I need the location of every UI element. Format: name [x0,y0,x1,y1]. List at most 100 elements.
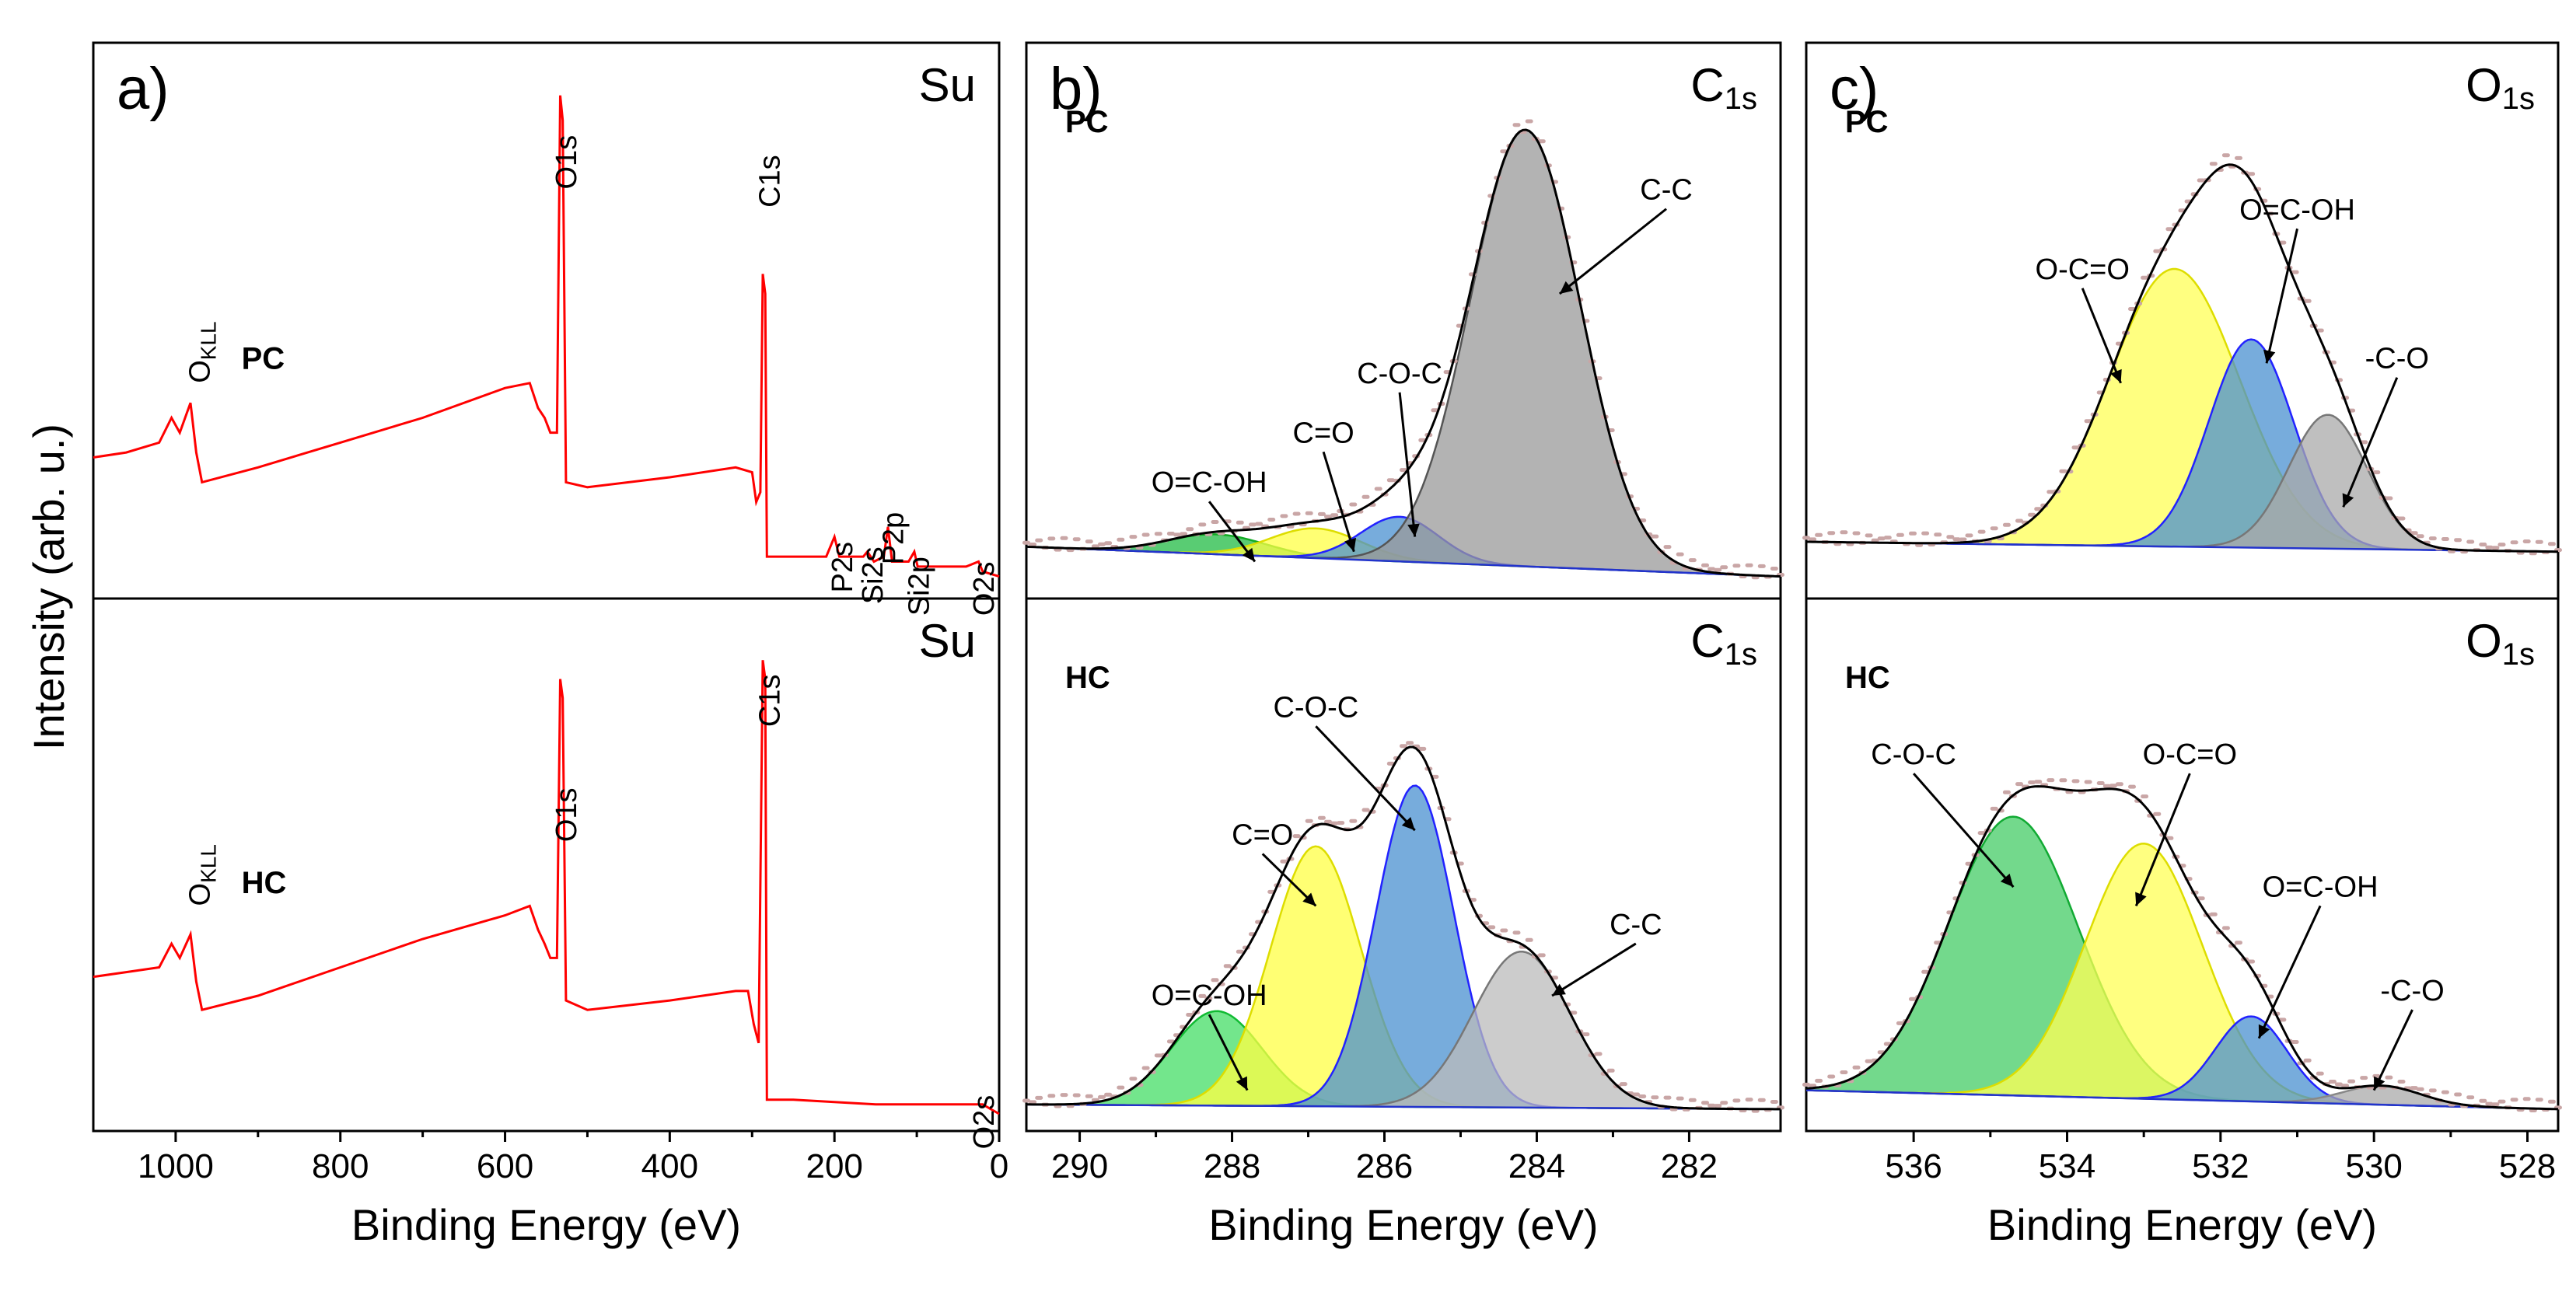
corner-label: Su [919,615,976,667]
corner-label: Su [919,59,976,111]
peak-label: Si2s [857,546,890,604]
component-arrow [1558,208,1667,295]
x-tick-label: 532 [2192,1147,2249,1185]
y-axis-label: Intensity (arb. u.) [24,424,73,750]
component-label: C=O [1232,819,1293,851]
component-arrow [2372,1009,2413,1091]
corner-label: O1s [2466,615,2535,672]
component-arrow [1208,1014,1249,1091]
panel-frame [1805,41,2560,1133]
peak-label: C1s [754,675,787,728]
x-tick-label: 800 [312,1147,369,1185]
corner-label-sub: 1s [1725,637,1757,672]
component-label: C=O [1293,417,1354,449]
component-peak-fill [1026,785,1781,1109]
component-arrow [1398,392,1417,537]
component-arrow-head [2342,493,2354,508]
corner-label-main: O [2466,59,2502,111]
x-tick-label: 530 [2345,1147,2402,1185]
x-tick-label: 1000 [138,1147,214,1185]
component-arrow-head [2374,1076,2386,1091]
component-arrow-head [1344,537,1357,552]
sample-label: HC [1845,661,1890,695]
corner-label: O1s [2466,59,2535,116]
corner-label-main: Su [919,615,976,667]
component-peak-fill [1026,130,1781,577]
subplot-hc: Su HC O1s C1s O2s OKLL [93,615,1001,1149]
x-tick-label: 534 [2039,1147,2095,1185]
component-arrow-head [2135,892,2147,906]
component-peak-fill [1806,269,2558,552]
component-label: O=C-OH [2263,871,2379,903]
fit-envelope-line [1026,128,1781,578]
x-tick-label: 600 [477,1147,533,1185]
component-arrow-head [2000,873,2014,888]
component-label: O-C=O [2036,253,2130,286]
corner-label-main: O [2466,615,2502,667]
component-peak-fill [1806,1016,2558,1109]
auger-label-main: O [184,360,217,383]
component-arrow [2265,228,2298,364]
component-label: -C-O [2380,975,2444,1007]
subplot-hc: C1s HC O=C-OH C=O C-O-C C-C [1022,615,1784,1113]
fit-envelope-line [1026,745,1781,1111]
component-arrow-head [1401,817,1415,831]
sample-label: HC [242,866,287,900]
x-tick-label: 400 [641,1147,698,1185]
component-label: -C-O [2365,343,2429,375]
corner-label-sub: 1s [2502,637,2535,672]
panel-letter: a) [117,56,170,122]
peak-label: P2p [877,512,910,565]
corner-label-main: C [1690,615,1724,667]
component-label: C-O-C [1273,691,1358,724]
x-tick-label: 288 [1204,1147,1260,1185]
component-label: C-O-C [1871,738,1956,771]
survey-spectrum-line [93,660,1000,1115]
subplot-pc: C1s PC O=C-OH C=OC-O-C C-C [1022,59,1784,580]
component-label: O=C-OH [1152,466,1267,499]
component-label: O-C=O [2143,738,2237,771]
component-arrow-head [2263,349,2276,364]
auger-label-main: O [184,883,217,906]
component-arrow-head [1407,523,1420,537]
x-axis-label: Binding Energy (eV) [351,1200,741,1249]
fit-baseline [1026,1103,1781,1111]
sample-label: HC [1065,661,1110,695]
panel-frame [92,41,1001,1133]
peak-label: O1s [551,135,583,190]
x-tick-label: 536 [1885,1147,1942,1185]
survey-spectrum-line [93,95,1000,578]
sample-label: PC [242,342,285,376]
component-arrow-head [2110,368,2122,383]
auger-label: OKLL [184,321,221,382]
component-label: C-C [1610,909,1662,941]
component-arrow [1913,773,2015,888]
component-arrow-head [2258,1024,2270,1038]
component-label: C-O-C [1357,358,1442,390]
component-arrow [1322,451,1355,553]
corner-label: C1s [1690,615,1757,672]
component-arrow-head [1242,547,1255,562]
fit-envelope-line [1806,163,2558,553]
corner-label-sub: 1s [1725,82,1757,116]
panel-letter: c) [1830,56,1879,122]
peak-label: O2s [968,561,1001,616]
fit-envelope-line [1805,785,2559,1111]
auger-label: OKLL [184,844,221,906]
fit-baseline [1026,546,1781,578]
component-arrow [1551,942,1637,997]
component-arrow-head [1236,1076,1248,1091]
x-tick-label: 286 [1356,1147,1413,1185]
x-tick-label: 200 [806,1147,862,1185]
fit-baseline [1805,1089,2559,1111]
peak-label: C1s [754,155,787,208]
panel-letter: b) [1050,56,1103,122]
component-peak-fill [1806,414,2558,552]
panel-frame [1025,41,1782,1133]
subplot-pc: O1s PC O-C=O O=C-OH -C-O [1802,59,2562,556]
